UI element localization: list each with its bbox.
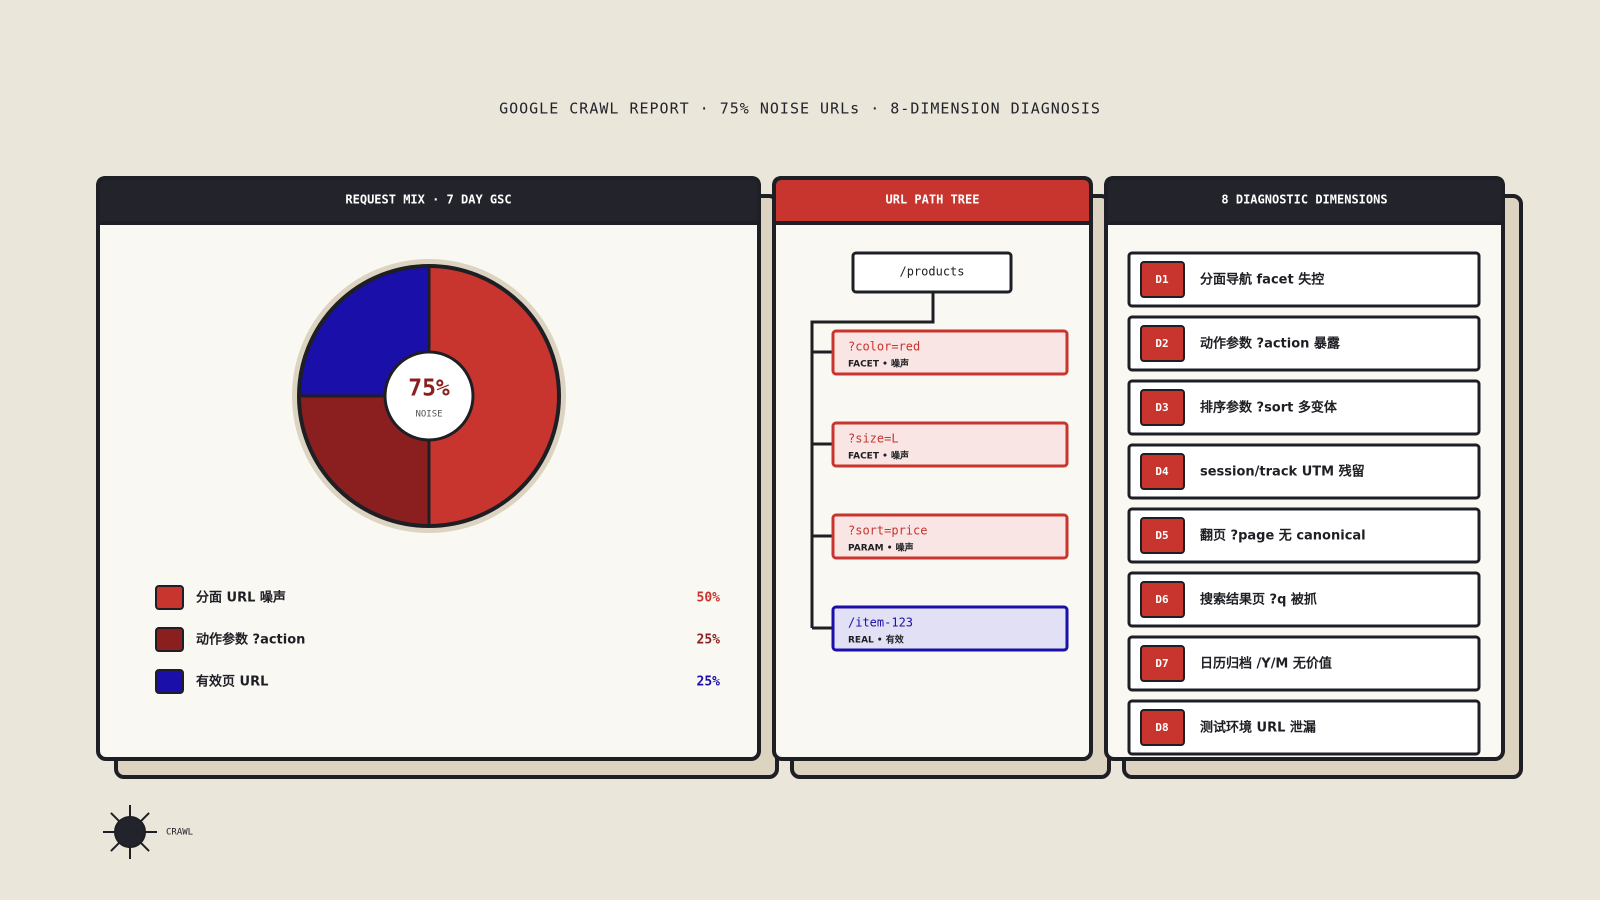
legend-label: 动作参数 ?action	[196, 632, 305, 648]
dimension-card	[1127, 571, 1481, 628]
dimension-label: session/track UTM 残留	[1200, 464, 1365, 480]
dimension-badge	[1140, 517, 1185, 554]
legend-swatch	[155, 585, 184, 610]
dimension-label: 分面导航 facet 失控	[1200, 272, 1324, 288]
tree-node-bg	[833, 515, 1067, 558]
dimension-card	[1127, 251, 1481, 308]
dimension-label: 排序参数 ?sort 多变体	[1200, 400, 1338, 416]
dimension-id: D2	[1155, 337, 1168, 350]
tree-node-param: ?size=L	[848, 432, 899, 446]
dimension-id: D7	[1155, 657, 1168, 670]
tree-node	[831, 605, 1069, 652]
dimension-label: 翻页 ?page 无 canonical	[1200, 528, 1366, 544]
dimension-card	[1127, 379, 1481, 436]
dimension-label: 测试环境 URL 泄漏	[1200, 720, 1316, 736]
dimension-badge	[1140, 645, 1185, 682]
legend-label: 分面 URL 噪声	[196, 590, 286, 606]
legend-swatch	[155, 669, 184, 694]
dimension-badge	[1140, 261, 1185, 298]
tree-node	[831, 421, 1069, 468]
legend-label: 有效页 URL	[196, 674, 268, 690]
tree-node	[831, 513, 1069, 560]
tree-node-param: /item-123	[848, 616, 913, 630]
dimension-id: D1	[1155, 273, 1169, 286]
dimension-id: D8	[1155, 721, 1168, 734]
dimension-id: D5	[1155, 529, 1168, 542]
logo	[114, 816, 146, 848]
tree-node-bg	[833, 331, 1067, 374]
dimension-label: 动作参数 ?action 暴露	[1200, 336, 1341, 352]
dimension-id: D6	[1155, 593, 1169, 606]
dimension-id: D4	[1155, 465, 1169, 478]
tree-root-label: /products	[899, 265, 964, 279]
tree-node-bg	[833, 607, 1067, 650]
tree-node-param: ?color=red	[848, 340, 920, 354]
tree-node-tag: FACET • 噪声	[848, 358, 909, 370]
panel-header	[1104, 176, 1505, 225]
dimension-badge	[1140, 389, 1185, 426]
dimension-card	[1127, 635, 1481, 692]
dimension-badge	[1140, 709, 1185, 746]
dimension-badge	[1140, 325, 1185, 362]
panel-title: REQUEST MIX · 7 DAY GSC	[345, 193, 511, 207]
footer-label: CRAWL	[166, 828, 193, 838]
panel-title: 8 DIAGNOSTIC DIMENSIONS	[1221, 193, 1387, 207]
panel-header	[96, 176, 761, 225]
tree-node-tag: REAL • 有效	[848, 634, 905, 646]
tree-node-param: ?sort=price	[848, 524, 927, 538]
tree-trunk	[810, 292, 935, 628]
dimension-badge	[1140, 453, 1185, 490]
dimension-id: D3	[1155, 401, 1168, 414]
dimension-card	[1127, 507, 1481, 564]
dimension-label: 搜索结果页 ?q 被抓	[1200, 592, 1317, 608]
tree-node	[831, 329, 1069, 376]
panel-title: URL PATH TREE	[886, 193, 980, 207]
legend-value: 50%	[697, 591, 721, 606]
page-title: GOOGLE CRAWL REPORT · 75% NOISE URLs · 8…	[499, 100, 1101, 118]
legend-value: 25%	[697, 633, 721, 648]
pie-outline	[297, 264, 561, 528]
tree-node-bg	[833, 423, 1067, 466]
dimension-card	[1127, 443, 1481, 500]
center-value: 75%	[408, 376, 450, 402]
dimension-card	[1127, 315, 1481, 372]
legend-value: 25%	[697, 675, 721, 690]
panel-header	[772, 176, 1093, 225]
center-label: NOISE	[415, 410, 442, 420]
legend-swatch	[155, 627, 184, 652]
dimension-label: 日历归档 /Y/M 无价值	[1200, 656, 1332, 672]
tree-node-tag: PARAM • 噪声	[848, 542, 914, 554]
dimension-card	[1127, 699, 1481, 756]
dimension-badge	[1140, 581, 1185, 618]
tree-node-tag: FACET • 噪声	[848, 450, 909, 462]
pie-hole	[383, 350, 475, 442]
